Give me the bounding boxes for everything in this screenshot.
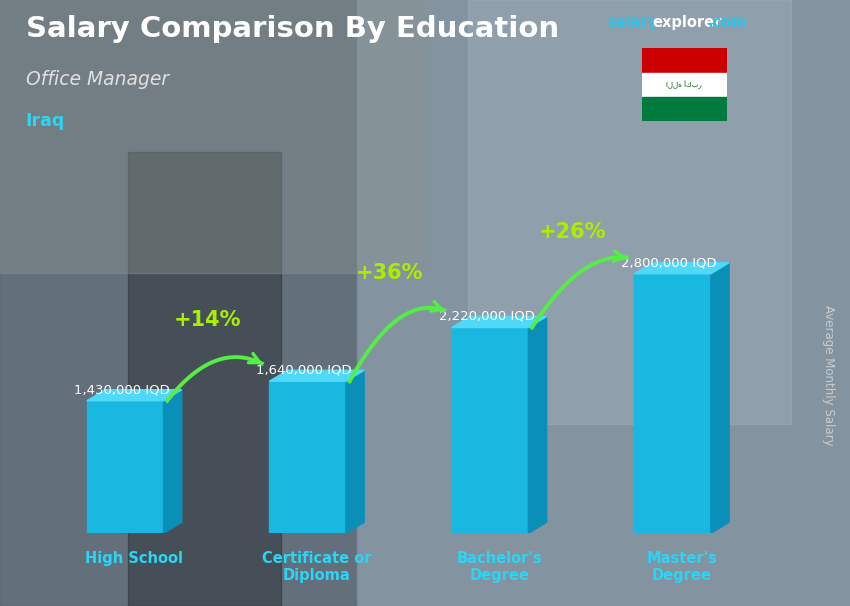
Text: 2,800,000 IQD: 2,800,000 IQD [621,256,717,269]
Bar [87,401,163,533]
Polygon shape [87,390,182,401]
Bar [642,73,727,97]
Bar [128,152,280,606]
Polygon shape [269,370,364,381]
Text: High School: High School [85,551,184,565]
Bar [468,0,790,424]
Text: Bachelor's
Degree: Bachelor's Degree [456,551,542,583]
Bar [642,97,727,121]
Text: 1,640,000 IQD: 1,640,000 IQD [256,364,352,376]
Polygon shape [529,316,547,533]
Polygon shape [711,263,729,533]
Text: 2,220,000 IQD: 2,220,000 IQD [439,310,535,323]
Text: +26%: +26% [538,222,606,242]
Text: 1,430,000 IQD: 1,430,000 IQD [74,383,169,396]
Text: Master's
Degree: Master's Degree [646,551,717,583]
Text: salary: salary [608,15,658,30]
Text: +14%: +14% [173,310,241,330]
Polygon shape [634,263,729,274]
Polygon shape [163,390,182,533]
Bar [357,0,850,606]
Text: Iraq: Iraq [26,112,65,130]
Bar [269,381,346,533]
Text: .com: .com [707,15,746,30]
Text: Salary Comparison By Education: Salary Comparison By Education [26,15,558,43]
Text: Average Monthly Salary: Average Monthly Salary [822,305,836,446]
Text: Certificate or
Diploma: Certificate or Diploma [262,551,371,583]
Text: الله أكبر: الله أكبر [666,81,702,89]
Bar [0,0,357,606]
Bar [642,48,727,73]
Bar [452,327,529,533]
Text: explorer: explorer [653,15,722,30]
Text: Office Manager: Office Manager [26,70,168,88]
Text: +36%: +36% [356,263,423,283]
Polygon shape [452,316,547,327]
Bar [634,274,711,533]
Polygon shape [346,370,364,533]
Bar [0,0,425,273]
